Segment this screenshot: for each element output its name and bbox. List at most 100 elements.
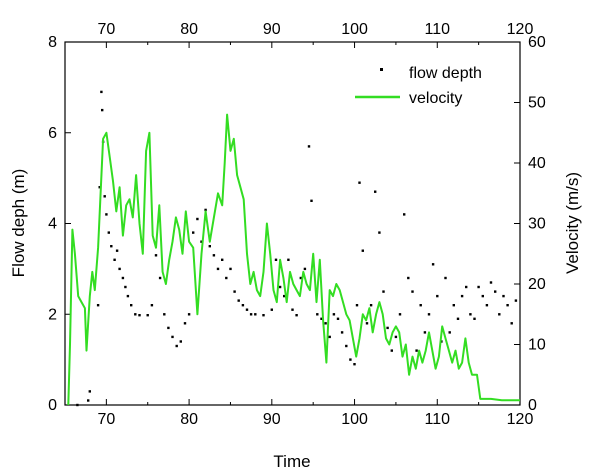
flow-depth-point [249, 313, 253, 316]
flow-depth-point [221, 258, 224, 261]
flow-depth-point [96, 304, 100, 307]
flow-depth-point [485, 304, 489, 307]
flow-depth-point [452, 304, 455, 307]
flow-depth-point [382, 290, 385, 293]
flow-depth-point [187, 313, 191, 316]
flow-depth-series [76, 90, 518, 407]
velocity-line [67, 113, 520, 406]
flow-depth-point [310, 199, 313, 202]
flow-depth-point [121, 276, 125, 280]
flow-depth-point [307, 145, 311, 148]
y-right-tick-label: 60 [528, 34, 546, 51]
flow-depth-point [225, 276, 228, 280]
flow-depth-point [146, 314, 149, 317]
flow-depth-point [101, 108, 104, 112]
flow-depth-point [324, 322, 327, 325]
x-tick-label-top: 80 [180, 21, 198, 38]
flow-depth-point [262, 314, 265, 317]
flow-depth-point [431, 263, 435, 266]
flow-depth-point [212, 254, 216, 257]
flow-depth-point [340, 331, 344, 334]
flow-depth-point [398, 313, 402, 316]
flow-depth-point [113, 258, 116, 261]
velocity-series [67, 113, 520, 406]
flow-depth-point [154, 254, 158, 257]
flow-depth-point [514, 299, 518, 302]
flow-depth-point [124, 285, 127, 289]
y-right-tick-label: 0 [528, 397, 537, 414]
y-right-tick-label: 20 [528, 276, 546, 293]
flow-depth-point [105, 213, 108, 216]
flow-depth-point [245, 308, 249, 311]
flow-depth-point [229, 267, 232, 271]
x-tick-label-top: 90 [263, 21, 281, 38]
flow-depth-point [88, 390, 91, 393]
flow-depth-point [295, 314, 298, 317]
flow-depth-point [473, 317, 476, 320]
flow-depth-point [107, 231, 110, 234]
flow-depth-point [87, 399, 90, 402]
x-tick-label: 70 [97, 411, 115, 428]
flow-depth-point [192, 231, 195, 234]
flow-depth-point [465, 285, 468, 289]
flow-depth-point [510, 322, 513, 325]
legend: flow depth velocity [355, 65, 482, 107]
flow-depth-point [460, 294, 464, 298]
flow-depth-point [365, 322, 369, 325]
flow-depth-point [448, 331, 451, 334]
flow-depth-point [332, 313, 336, 316]
flow-depth-point [506, 304, 509, 307]
flow-depth-point [204, 208, 207, 212]
flow-depth-point [237, 299, 240, 302]
flow-depth-point [241, 304, 245, 307]
x-tick-label-top: 120 [507, 21, 534, 38]
flow-depth-point [494, 290, 497, 293]
flow-depth-point [386, 326, 389, 330]
flow-depth-point [175, 344, 178, 348]
x-tick-label-top: 100 [341, 21, 368, 38]
flow-depth-point [353, 363, 356, 366]
flow-depth-point [179, 340, 182, 343]
flow-depth-point [233, 290, 236, 293]
flow-depth-point [138, 314, 141, 317]
flow-depth-point [134, 313, 137, 316]
flow-depth-point [407, 276, 410, 280]
flow-depth-point [299, 276, 302, 280]
flow-depth-point [419, 304, 422, 307]
flow-depth-point [303, 267, 307, 271]
flow-depth-point [423, 331, 427, 334]
flow-depth-point [320, 317, 323, 320]
flow-depth-point [126, 294, 130, 298]
flow-depth-point [98, 186, 101, 189]
flow-depth-point [130, 304, 133, 307]
flow-depth-point [456, 317, 460, 320]
flow-depth-point [374, 190, 377, 193]
y-left-tick-label: 6 [48, 125, 57, 142]
y-left-tick-label: 2 [48, 306, 57, 323]
flow-depth-point [118, 267, 121, 271]
flow-depth-point [411, 290, 414, 293]
flow-depth-point [436, 294, 439, 298]
flow-depth-point [208, 245, 211, 248]
flow-depth-point [316, 313, 319, 316]
flow-depth-point [355, 304, 359, 307]
flow-depth-point [171, 335, 174, 339]
flow-depth-point [369, 304, 373, 307]
flow-depth-point [328, 335, 331, 339]
flow-depth-point [444, 276, 447, 280]
flow-depth-point [361, 249, 364, 252]
flow-depth-point [336, 317, 340, 320]
y-right-tick-label: 30 [528, 216, 546, 233]
flow-depth-point [469, 313, 472, 316]
flow-depth-point [270, 308, 273, 311]
flow-depth-point [498, 313, 501, 316]
flow-depth-point [358, 181, 361, 184]
flow-depth-point [110, 245, 113, 248]
flow-depth-point [349, 358, 352, 361]
flow-depth-point [103, 195, 106, 198]
flow-depth-point [167, 326, 170, 330]
x-axis-title: Time [273, 452, 310, 471]
flow-depth-point [394, 335, 398, 339]
flow-depth-point [150, 304, 154, 307]
